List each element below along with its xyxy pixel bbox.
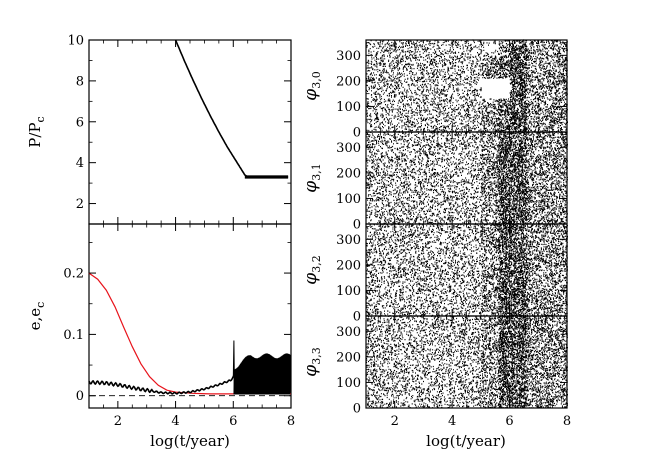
resonant-angle-ylabel-0: φ3,0 bbox=[301, 71, 323, 100]
phi-symbol: φ bbox=[301, 89, 321, 101]
period-ratio-ytick-label: 10 bbox=[67, 34, 84, 49]
resonant-angle-points-3 bbox=[366, 315, 568, 409]
resonant-angle-points-2 bbox=[366, 223, 568, 317]
resonant-angle-points-0 bbox=[366, 39, 568, 133]
resonant-angle-3-ytick-label: 200 bbox=[336, 350, 361, 365]
resonant-angle-2-ytick-label: 100 bbox=[336, 284, 361, 299]
phi-subscript: 3,1 bbox=[310, 163, 323, 181]
eccentricity-ytick-label: 0 bbox=[76, 389, 84, 404]
resonant-angle-3-xtick-label: 8 bbox=[563, 414, 571, 429]
phi-subscript: 3,0 bbox=[310, 71, 323, 89]
resonant-angle-2-ytick-label: 300 bbox=[336, 233, 361, 248]
resonant-angle-0-ytick-label: 100 bbox=[336, 100, 361, 115]
period-ratio-ytick-label: 8 bbox=[76, 74, 84, 89]
ecc-planet-spike bbox=[232, 340, 235, 384]
phi-symbol: φ bbox=[301, 273, 321, 285]
eccentricity-ylabel: e,ec bbox=[26, 302, 47, 331]
period-ratio-band bbox=[244, 175, 289, 179]
eccentricity-xtick-label: 6 bbox=[229, 414, 237, 429]
period-ratio-ylabel-main: P/P bbox=[26, 122, 44, 147]
ecc-planet-oscillation bbox=[233, 353, 291, 395]
phi-symbol: φ bbox=[301, 181, 321, 193]
resonant-angle-3-xtick-label: 2 bbox=[391, 414, 399, 429]
eccentricity-ylabel-sub: c bbox=[34, 302, 47, 308]
eccentricity-ytick-label: 0.2 bbox=[63, 267, 84, 282]
eccentricity-ticks: 2 4 6 8 0 0.1 0.2 bbox=[63, 224, 295, 429]
resonant-angle-points-1 bbox=[366, 131, 568, 225]
period-ratio-frame bbox=[88, 39, 292, 225]
period-ratio-ytick-label: 6 bbox=[76, 115, 84, 130]
period-ratio-ytick-label: 4 bbox=[76, 156, 84, 171]
ecc-planet-line bbox=[88, 375, 235, 395]
phi-symbol: φ bbox=[301, 365, 321, 377]
resonant-angle-1-ytick-label: 300 bbox=[336, 141, 361, 156]
resonant-angle-3-xtick-label: 4 bbox=[448, 414, 456, 429]
eccentricity-ylabel-main: e,e bbox=[26, 308, 44, 331]
eccentricity-ytick-label: 0.1 bbox=[63, 328, 84, 343]
resonant-angle-1-ytick-label: 200 bbox=[336, 166, 361, 181]
period-ratio-ytick-label: 2 bbox=[76, 197, 84, 212]
resonant-angle-2-ytick-label: 0 bbox=[353, 310, 361, 325]
eccentricity-xtick-label: 2 bbox=[114, 414, 122, 429]
resonant-angle-ylabel-1: φ3,1 bbox=[301, 163, 323, 192]
resonant-angle-1-ytick-label: 100 bbox=[336, 192, 361, 207]
phi-subscript: 3,3 bbox=[310, 347, 323, 365]
period-ratio-plot bbox=[174, 39, 289, 179]
eccentricity-xtick-label: 8 bbox=[287, 414, 295, 429]
eccentricity-xlabel: log(t/year) bbox=[150, 432, 230, 450]
resonant-angle-ylabel-2: φ3,2 bbox=[301, 255, 323, 284]
resonant-angle-3-ytick-label: 0 bbox=[353, 402, 361, 417]
period-ratio-ylabel-sub: c bbox=[34, 116, 47, 122]
eccentricity-xtick-label: 4 bbox=[171, 414, 179, 429]
resonant-angle-ylabel-3: φ3,3 bbox=[301, 347, 323, 376]
period-ratio-ylabel: P/Pc bbox=[26, 116, 47, 147]
resonant-angle-3-xtick-label: 6 bbox=[505, 414, 513, 429]
resonant-angle-ylabels: φ3,0φ3,1φ3,2φ3,3 bbox=[301, 71, 323, 376]
eccentricity-panel: 2 4 6 8 0 0.1 0.2 e,ec log(t/year) bbox=[26, 223, 295, 450]
period-ratio-panel: 2 4 6 8 10 P/Pc bbox=[26, 34, 292, 225]
resonant-angle-0-ytick-label: 0 bbox=[353, 126, 361, 141]
resonant-angle-2-ytick-label: 200 bbox=[336, 258, 361, 273]
resonant-angle-0-ytick-label: 200 bbox=[336, 74, 361, 89]
resonant-angle-3-ytick-label: 100 bbox=[336, 376, 361, 391]
eccentricity-plot bbox=[88, 272, 291, 395]
resonant-angle-3-ytick-label: 300 bbox=[336, 325, 361, 340]
period-ratio-line bbox=[174, 39, 289, 178]
resonant-angle-1-ytick-label: 0 bbox=[353, 218, 361, 233]
period-ratio-ticks: 2 4 6 8 10 bbox=[67, 34, 292, 225]
phi-subscript: 3,2 bbox=[310, 255, 323, 273]
resonant-angle-xlabel: log(t/year) bbox=[426, 432, 506, 450]
resonant-angle-0-ytick-label: 300 bbox=[336, 49, 361, 64]
